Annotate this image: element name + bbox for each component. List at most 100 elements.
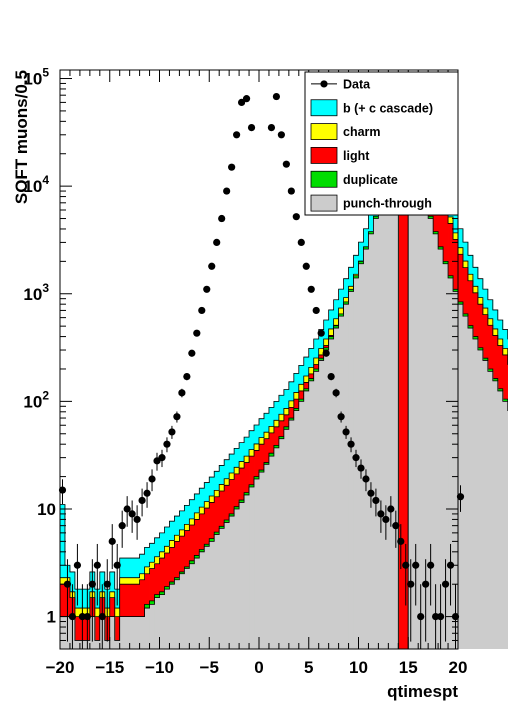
hist-bar xyxy=(159,594,165,649)
data-point xyxy=(446,561,455,569)
hist-bar xyxy=(129,616,136,649)
data-point xyxy=(103,580,111,588)
legend-label: charm xyxy=(343,125,381,139)
data-point xyxy=(233,131,241,139)
data-point xyxy=(412,561,420,569)
hist-bar xyxy=(373,218,379,649)
data-point xyxy=(377,510,385,518)
data-point xyxy=(138,496,146,505)
legend-entry: duplicate xyxy=(310,170,398,188)
data-point xyxy=(277,131,285,139)
data-point xyxy=(317,329,325,337)
hist-bar xyxy=(224,522,230,649)
hist-bar xyxy=(358,263,364,649)
hist-bar xyxy=(328,338,335,649)
y-tick-label: 104 xyxy=(23,173,49,196)
data-point xyxy=(327,372,335,381)
data-point xyxy=(342,428,350,436)
legend-box xyxy=(304,71,459,216)
hist-bar xyxy=(423,199,429,649)
data-point xyxy=(242,95,251,103)
data-point xyxy=(382,515,390,524)
hist-bar xyxy=(448,278,454,649)
hist-bar xyxy=(378,199,384,649)
data-point xyxy=(456,493,465,501)
hist-bar xyxy=(139,579,145,649)
data-point xyxy=(407,580,415,588)
hist-bar xyxy=(433,233,439,649)
legend-label: b (+ c cascade) xyxy=(343,101,433,115)
data-point xyxy=(118,522,126,530)
data-point xyxy=(282,160,290,168)
hist-bar xyxy=(199,551,205,649)
data-point xyxy=(178,389,186,397)
hist-bar xyxy=(467,328,474,649)
legend-swatch xyxy=(310,99,338,117)
x-tick-label: −10 xyxy=(145,658,174,677)
hist-bar xyxy=(114,640,121,649)
hist-bar xyxy=(139,616,145,649)
data-point xyxy=(312,306,320,315)
data-point xyxy=(432,613,440,621)
x-tick-label: 0 xyxy=(254,658,263,677)
x-tick-label: 20 xyxy=(449,658,468,677)
data-point xyxy=(108,537,116,545)
y-tick-label: 10 xyxy=(37,500,56,519)
data-point xyxy=(123,505,131,513)
hist-bar xyxy=(492,380,499,649)
histogram-stack xyxy=(59,97,508,650)
data-point xyxy=(372,496,380,505)
hist-bar xyxy=(234,508,240,649)
hist-bar xyxy=(283,429,290,649)
data-point xyxy=(158,454,166,462)
hist-bar xyxy=(179,573,185,649)
hist-bar xyxy=(363,249,369,649)
data-point xyxy=(272,92,281,101)
data-point xyxy=(78,613,86,621)
data-point xyxy=(441,580,450,588)
hist-bar xyxy=(403,105,409,650)
data-point xyxy=(113,561,121,569)
hist-bar xyxy=(94,640,101,649)
data-point xyxy=(367,489,375,497)
hist-bar xyxy=(298,401,305,649)
hist-bar xyxy=(303,390,310,649)
data-point xyxy=(203,285,211,293)
data-point xyxy=(347,440,355,448)
data-point xyxy=(228,163,236,171)
hist-bar xyxy=(189,563,195,649)
hist-bar xyxy=(477,350,484,649)
data-point xyxy=(183,372,191,381)
legend-entry: light xyxy=(310,147,370,164)
data-point xyxy=(128,510,136,518)
hist-bar xyxy=(134,616,141,649)
data-point xyxy=(237,98,246,106)
hist-bar xyxy=(323,350,330,649)
hist-bar xyxy=(169,584,175,649)
x-tick-label: −15 xyxy=(95,658,124,677)
hist-bar xyxy=(144,608,150,649)
hist-bar xyxy=(219,528,225,649)
hist-bar xyxy=(164,589,170,649)
hist-bar xyxy=(94,616,101,649)
x-tick-label: 5 xyxy=(304,658,313,677)
y-tick-label: 103 xyxy=(23,281,49,304)
data-point xyxy=(436,613,445,621)
data-point xyxy=(143,489,151,497)
hist-bar xyxy=(462,316,469,649)
hist-bar xyxy=(458,304,464,649)
hist-bar xyxy=(209,541,215,649)
hist-bar xyxy=(124,616,131,649)
data-point xyxy=(98,613,106,621)
data-point xyxy=(357,464,365,472)
data-point xyxy=(337,413,345,421)
legend-swatch xyxy=(310,147,338,164)
y-tick-label: 1 xyxy=(47,608,56,627)
hist-bar xyxy=(388,161,394,649)
hist-bar xyxy=(398,123,404,650)
data-point xyxy=(362,475,370,483)
hist-bar xyxy=(184,568,190,649)
hist-bar xyxy=(229,516,235,649)
hist-bar xyxy=(338,316,344,649)
hist-bar xyxy=(453,291,459,649)
